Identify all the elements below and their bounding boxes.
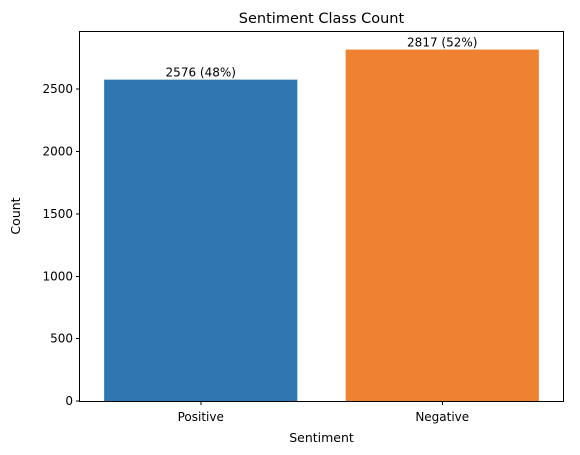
x-axis-ticks: Positive Negative xyxy=(178,401,469,424)
y-tick-label-2000: 2000 xyxy=(42,144,73,158)
bar-positive xyxy=(104,79,298,401)
data-label-negative: 2817 (52%) xyxy=(407,36,477,50)
y-tick-label-500: 500 xyxy=(50,332,73,346)
plot-frame xyxy=(79,31,564,402)
x-tick-label-positive: Positive xyxy=(178,410,224,424)
y-tick-label-1000: 1000 xyxy=(42,269,73,283)
y-tick-label-2500: 2500 xyxy=(42,82,73,96)
data-labels-group: 2576 (48%) 2817 (52%) xyxy=(166,36,478,80)
x-tick-label-negative: Negative xyxy=(415,410,469,424)
chart-title: Sentiment Class Count xyxy=(239,11,405,27)
x-axis-label: Sentiment xyxy=(289,430,354,445)
data-label-positive: 2576 (48%) xyxy=(166,66,236,80)
y-tick-label-1500: 1500 xyxy=(42,207,73,221)
bar-negative xyxy=(345,49,539,401)
y-tick-label-0: 0 xyxy=(65,394,73,408)
y-axis-label: Count xyxy=(8,197,23,234)
y-axis-ticks: 0 500 1000 1500 2000 2500 xyxy=(42,82,80,408)
bars-group xyxy=(104,49,539,401)
